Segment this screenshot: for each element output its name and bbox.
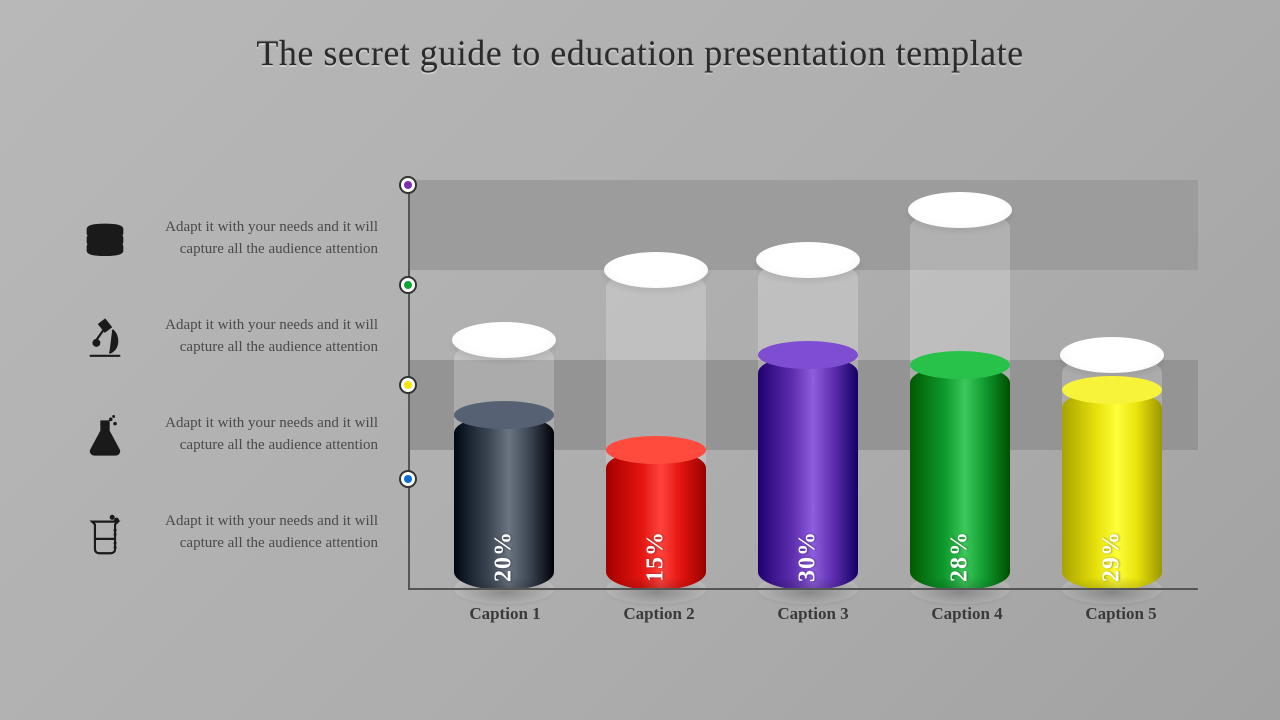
value-label: 30% (795, 531, 822, 582)
cylinder-chart: 20% 15% 30% 28% (408, 170, 1198, 590)
value-label: 15% (643, 531, 670, 582)
column: 20% (449, 340, 559, 590)
axis-tick (399, 376, 417, 394)
cylinder: 29% (1062, 355, 1162, 590)
caption: Caption 1 (469, 604, 540, 624)
legend-item-books: Adapt it with your needs and it will cap… (78, 215, 378, 269)
caption: Caption 3 (777, 604, 848, 624)
column: 29% (1057, 355, 1167, 590)
cylinder: 30% (758, 260, 858, 590)
caption: Caption 2 (623, 604, 694, 624)
cylinder: 28% (910, 210, 1010, 590)
axis-tick (399, 276, 417, 294)
legend-item-beaker: Adapt it with your needs and it will cap… (78, 509, 378, 563)
caption: Caption 4 (931, 604, 1002, 624)
legend-text: Adapt it with your needs and it will cap… (132, 313, 378, 359)
legend-item-microscope: Adapt it with your needs and it will cap… (78, 313, 378, 367)
value-label: 29% (1099, 531, 1126, 582)
columns: 20% 15% 30% 28% (428, 170, 1188, 590)
microscope-icon (78, 313, 132, 367)
cylinder: 15% (606, 270, 706, 590)
column: 15% (601, 270, 711, 590)
legend-text: Adapt it with your needs and it will cap… (132, 509, 378, 555)
beaker-icon (78, 509, 132, 563)
axis-tick (399, 176, 417, 194)
value-label: 28% (947, 531, 974, 582)
legend-list: Adapt it with your needs and it will cap… (78, 215, 378, 563)
column: 28% (905, 210, 1015, 590)
captions-row: Caption 1 Caption 2 Caption 3 Caption 4 … (428, 604, 1198, 624)
legend-text: Adapt it with your needs and it will cap… (132, 215, 378, 261)
legend-text: Adapt it with your needs and it will cap… (132, 411, 378, 457)
books-icon (78, 215, 132, 269)
column: 30% (753, 260, 863, 590)
cylinder: 20% (454, 340, 554, 590)
caption: Caption 5 (1085, 604, 1156, 624)
flask-icon (78, 411, 132, 465)
axis-tick (399, 470, 417, 488)
value-label: 20% (491, 531, 518, 582)
legend-item-flask: Adapt it with your needs and it will cap… (78, 411, 378, 465)
slide-title: The secret guide to education presentati… (0, 32, 1280, 74)
x-axis (408, 588, 1198, 590)
